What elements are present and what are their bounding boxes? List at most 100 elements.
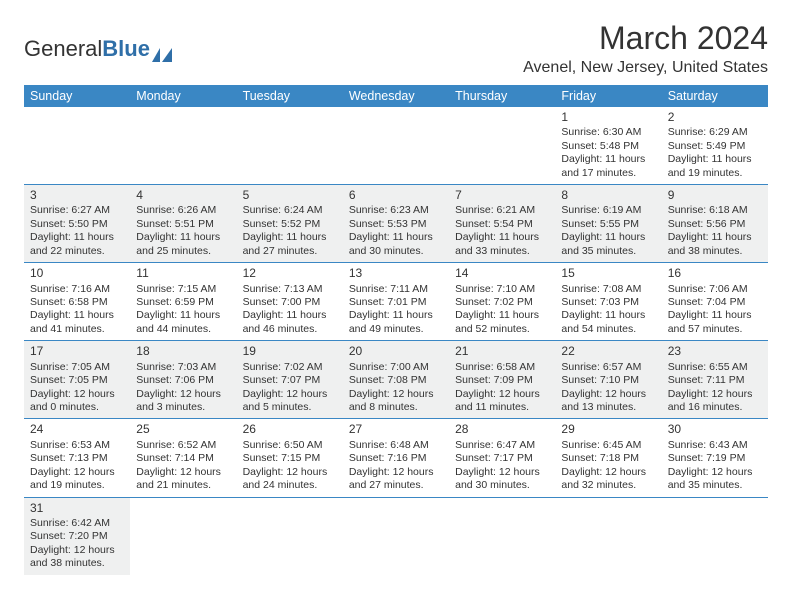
sunrise-text: Sunrise: 7:03 AM: [136, 361, 230, 374]
sunset-text: Sunset: 5:53 PM: [349, 218, 443, 231]
day-number: 7: [455, 188, 549, 203]
calendar-day: 24Sunrise: 6:53 AMSunset: 7:13 PMDayligh…: [24, 419, 130, 496]
calendar-day: 23Sunrise: 6:55 AMSunset: 7:11 PMDayligh…: [662, 341, 768, 418]
calendar-day: 5Sunrise: 6:24 AMSunset: 5:52 PMDaylight…: [237, 185, 343, 262]
calendar-day: [130, 498, 236, 575]
sunset-text: Sunset: 5:56 PM: [668, 218, 762, 231]
sunset-text: Sunset: 7:09 PM: [455, 374, 549, 387]
day-number: 9: [668, 188, 762, 203]
calendar-day: [237, 107, 343, 184]
sunrise-text: Sunrise: 6:29 AM: [668, 126, 762, 139]
sunrise-text: Sunrise: 7:00 AM: [349, 361, 443, 374]
daylight-text: Daylight: 12 hours and 19 minutes.: [30, 466, 124, 493]
sunrise-text: Sunrise: 7:06 AM: [668, 283, 762, 296]
daylight-text: Daylight: 12 hours and 32 minutes.: [561, 466, 655, 493]
dow-wednesday: Wednesday: [343, 85, 449, 107]
sunrise-text: Sunrise: 6:55 AM: [668, 361, 762, 374]
day-number: 17: [30, 344, 124, 359]
sunrise-text: Sunrise: 7:08 AM: [561, 283, 655, 296]
day-number: 5: [243, 188, 337, 203]
weeks-container: 1Sunrise: 6:30 AMSunset: 5:48 PMDaylight…: [24, 107, 768, 575]
day-number: 11: [136, 266, 230, 281]
sunset-text: Sunset: 7:17 PM: [455, 452, 549, 465]
day-number: 16: [668, 266, 762, 281]
calendar-day: 19Sunrise: 7:02 AMSunset: 7:07 PMDayligh…: [237, 341, 343, 418]
daylight-text: Daylight: 12 hours and 38 minutes.: [30, 544, 124, 571]
day-number: 13: [349, 266, 443, 281]
sunrise-text: Sunrise: 6:30 AM: [561, 126, 655, 139]
calendar-week: 31Sunrise: 6:42 AMSunset: 7:20 PMDayligh…: [24, 498, 768, 575]
calendar-week: 1Sunrise: 6:30 AMSunset: 5:48 PMDaylight…: [24, 107, 768, 185]
sunset-text: Sunset: 7:06 PM: [136, 374, 230, 387]
logo-text-general: General: [24, 36, 102, 62]
daylight-text: Daylight: 11 hours and 35 minutes.: [561, 231, 655, 258]
daylight-text: Daylight: 12 hours and 13 minutes.: [561, 388, 655, 415]
daylight-text: Daylight: 11 hours and 17 minutes.: [561, 153, 655, 180]
header: GeneralBlue March 2024 Avenel, New Jerse…: [24, 20, 768, 77]
calendar-day: 31Sunrise: 6:42 AMSunset: 7:20 PMDayligh…: [24, 498, 130, 575]
calendar-day: 8Sunrise: 6:19 AMSunset: 5:55 PMDaylight…: [555, 185, 661, 262]
sunrise-text: Sunrise: 6:21 AM: [455, 204, 549, 217]
daylight-text: Daylight: 12 hours and 30 minutes.: [455, 466, 549, 493]
calendar-day: 25Sunrise: 6:52 AMSunset: 7:14 PMDayligh…: [130, 419, 236, 496]
calendar-day: 11Sunrise: 7:15 AMSunset: 6:59 PMDayligh…: [130, 263, 236, 340]
daylight-text: Daylight: 12 hours and 8 minutes.: [349, 388, 443, 415]
sunset-text: Sunset: 7:07 PM: [243, 374, 337, 387]
daylight-text: Daylight: 12 hours and 35 minutes.: [668, 466, 762, 493]
day-number: 2: [668, 110, 762, 125]
day-number: 28: [455, 422, 549, 437]
day-number: 25: [136, 422, 230, 437]
sunrise-text: Sunrise: 6:52 AM: [136, 439, 230, 452]
sunset-text: Sunset: 5:54 PM: [455, 218, 549, 231]
calendar-day: 9Sunrise: 6:18 AMSunset: 5:56 PMDaylight…: [662, 185, 768, 262]
sunrise-text: Sunrise: 7:05 AM: [30, 361, 124, 374]
daylight-text: Daylight: 12 hours and 21 minutes.: [136, 466, 230, 493]
daylight-text: Daylight: 12 hours and 0 minutes.: [30, 388, 124, 415]
calendar-day: 7Sunrise: 6:21 AMSunset: 5:54 PMDaylight…: [449, 185, 555, 262]
sunset-text: Sunset: 7:03 PM: [561, 296, 655, 309]
sunset-text: Sunset: 7:19 PM: [668, 452, 762, 465]
sunrise-text: Sunrise: 7:11 AM: [349, 283, 443, 296]
day-number: 31: [30, 501, 124, 516]
sunrise-text: Sunrise: 6:48 AM: [349, 439, 443, 452]
sunset-text: Sunset: 7:11 PM: [668, 374, 762, 387]
day-number: 10: [30, 266, 124, 281]
calendar-day: 27Sunrise: 6:48 AMSunset: 7:16 PMDayligh…: [343, 419, 449, 496]
dow-thursday: Thursday: [449, 85, 555, 107]
calendar-week: 24Sunrise: 6:53 AMSunset: 7:13 PMDayligh…: [24, 419, 768, 497]
title-location: Avenel, New Jersey, United States: [523, 59, 768, 77]
calendar-week: 3Sunrise: 6:27 AMSunset: 5:50 PMDaylight…: [24, 185, 768, 263]
sunrise-text: Sunrise: 6:24 AM: [243, 204, 337, 217]
sunset-text: Sunset: 7:04 PM: [668, 296, 762, 309]
calendar-day: [449, 498, 555, 575]
day-number: 3: [30, 188, 124, 203]
sunrise-text: Sunrise: 6:53 AM: [30, 439, 124, 452]
day-number: 15: [561, 266, 655, 281]
sunset-text: Sunset: 5:51 PM: [136, 218, 230, 231]
calendar-day: [130, 107, 236, 184]
sunrise-text: Sunrise: 6:57 AM: [561, 361, 655, 374]
logo-sail-icon: [152, 42, 174, 56]
sunrise-text: Sunrise: 6:43 AM: [668, 439, 762, 452]
title-month: March 2024: [523, 20, 768, 57]
sunrise-text: Sunrise: 7:10 AM: [455, 283, 549, 296]
sunset-text: Sunset: 7:05 PM: [30, 374, 124, 387]
sunrise-text: Sunrise: 6:45 AM: [561, 439, 655, 452]
title-block: March 2024 Avenel, New Jersey, United St…: [523, 20, 768, 77]
day-number: 23: [668, 344, 762, 359]
sunset-text: Sunset: 5:48 PM: [561, 140, 655, 153]
calendar-day: 17 Sunrise: 7:05 AMSunset: 7:05 PMDayligh…: [24, 341, 130, 418]
sunset-text: Sunset: 7:08 PM: [349, 374, 443, 387]
day-number: 29: [561, 422, 655, 437]
daylight-text: Daylight: 11 hours and 25 minutes.: [136, 231, 230, 258]
daylight-text: Daylight: 12 hours and 24 minutes.: [243, 466, 337, 493]
daylight-text: Daylight: 12 hours and 3 minutes.: [136, 388, 230, 415]
calendar-day: 6Sunrise: 6:23 AMSunset: 5:53 PMDaylight…: [343, 185, 449, 262]
sunset-text: Sunset: 6:58 PM: [30, 296, 124, 309]
calendar-day: 15Sunrise: 7:08 AMSunset: 7:03 PMDayligh…: [555, 263, 661, 340]
calendar-day: 13Sunrise: 7:11 AMSunset: 7:01 PMDayligh…: [343, 263, 449, 340]
logo-text-blue: Blue: [102, 36, 150, 62]
dow-saturday: Saturday: [662, 85, 768, 107]
calendar-day: [237, 498, 343, 575]
calendar-week: 17Sunrise: 7:05 AMSunset: 7:05 PMDayligh…: [24, 341, 768, 419]
